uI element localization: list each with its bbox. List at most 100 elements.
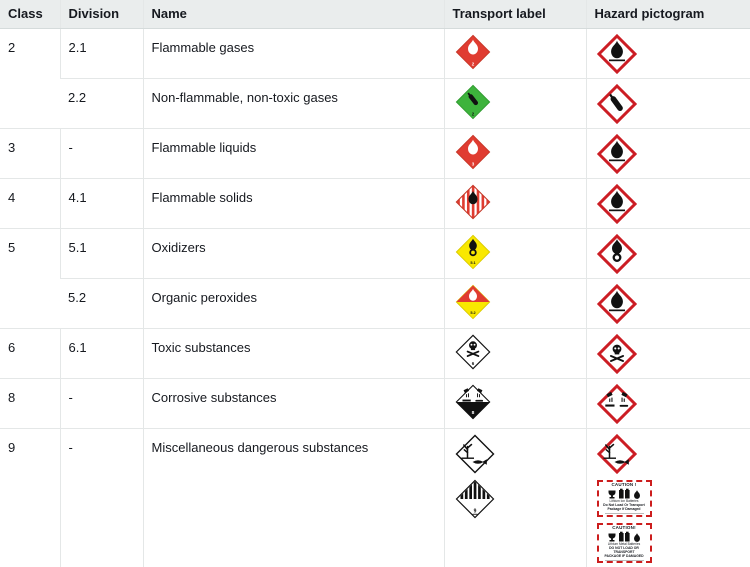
caution-footer-line <box>604 560 644 561</box>
header-row: Class Division Name Transport label Hazard p… <box>0 0 750 29</box>
table-body: 2 2.1 Flammable gases 2 2.2 Non-flammable, no… <box>0 27 750 567</box>
name-cell: Flammable gases <box>142 27 444 78</box>
caution-warning-line1: DO NOT LOAD OR TRANSPORT <box>609 546 639 555</box>
glass-icon <box>608 490 616 499</box>
flammable-liquid-label-icon: 3 <box>455 134 491 170</box>
ghs-skull-crossbones-icon <box>596 333 637 374</box>
division-cell: 2.1 <box>59 27 143 78</box>
transport-label-cell: 5.2 <box>443 277 586 328</box>
table-row: 9- Miscellaneous dangerous substances 9 CAU… <box>0 427 750 567</box>
hazard-pictogram-cell <box>585 177 750 228</box>
column-header-division: Division <box>59 0 143 29</box>
corrosive-label-icon: 8 <box>455 384 491 420</box>
svg-text:2: 2 <box>471 61 474 66</box>
transport-label-cell: 8 <box>443 377 586 428</box>
hazard-pictogram-cell <box>585 127 750 178</box>
division-cell: 5.2 <box>60 277 143 328</box>
transport-label-cell: 2 <box>443 77 586 128</box>
class-cell: 3 <box>0 127 60 178</box>
battery-type-text: Lithium Ion Batteries <box>609 499 639 504</box>
ghs-corrosion-icon <box>596 383 637 424</box>
division-cell: 2.2 <box>60 77 143 128</box>
hazard-pictogram-cell <box>585 227 750 278</box>
division-cell: 4.1 <box>59 177 143 228</box>
table-row: 5 5.1 Oxidizers 5.1 <box>0 227 750 328</box>
svg-text:5.2: 5.2 <box>470 310 475 315</box>
caution-title: CAUTION! <box>612 524 636 530</box>
ghs-environment-icon <box>596 433 637 474</box>
ghs-flame-over-circle-icon <box>596 233 637 274</box>
toxic-label-icon: 6 <box>455 334 491 370</box>
name-cell: Miscellaneous dangerous substances <box>142 427 444 567</box>
svg-text:2: 2 <box>471 111 474 116</box>
transport-label-cell: 9 <box>443 427 586 567</box>
svg-text:4: 4 <box>471 211 474 216</box>
misc-class9-label-icon: 9 <box>455 479 495 519</box>
flame-icon <box>633 533 641 543</box>
hazard-pictogram-cell <box>585 327 750 378</box>
glass-icon <box>608 533 616 542</box>
column-header-hazard-pictogram: Hazard pictogram <box>585 0 750 29</box>
transport-label-cell: 4 <box>443 177 586 228</box>
flammable-gas-label-icon: 2 <box>455 34 491 70</box>
hazard-pictogram-cell <box>585 277 750 328</box>
svg-text:8: 8 <box>471 410 474 416</box>
batteries-icon <box>618 531 631 542</box>
ghs-flame-icon <box>596 183 637 224</box>
table-row: 8- Corrosive substances 8 <box>0 377 750 428</box>
svg-text:6: 6 <box>471 361 474 366</box>
transport-label-cell: 2 <box>443 27 586 78</box>
column-header-name: Name <box>142 0 444 29</box>
name-cell: Oxidizers <box>142 227 444 278</box>
name-cell: Toxic substances <box>142 327 444 378</box>
class-cell: 2 <box>0 27 60 128</box>
organic-peroxide-label-icon: 5.2 <box>455 284 491 320</box>
division-cell: - <box>59 427 143 567</box>
class-cell: 5 <box>0 227 60 328</box>
name-cell: Corrosive substances <box>142 377 444 428</box>
table-row: 6 6.1 Toxic substances 6 <box>0 327 750 378</box>
hazard-pictogram-cell: CAUTION ! Lithium Ion Batteries Do Not Loa… <box>585 427 750 567</box>
table-row: 2.2 Non-flammable, non-toxic gases 2 <box>0 77 750 128</box>
table-row: 2 2.1 Flammable gases 2 <box>0 27 750 128</box>
name-cell: Non-flammable, non-toxic gases <box>142 77 444 128</box>
transport-label-cell: 6 <box>443 327 586 378</box>
caution-footer-line <box>604 513 644 515</box>
class-cell: 9 <box>0 427 60 567</box>
caution-warning-line2: PACKAGE IF DAMAGED <box>604 553 644 558</box>
table-row: 3- Flammable liquids 3 <box>0 127 750 178</box>
division-cell: 6.1 <box>59 327 143 378</box>
column-header-transport-label: Transport label <box>443 0 586 29</box>
transport-label-cell: 3 <box>443 127 586 178</box>
class-cell: 6 <box>0 327 60 378</box>
ghs-gas-cylinder-icon <box>596 83 637 124</box>
column-header-class: Class <box>0 0 60 29</box>
caution-warning-line2: Package If Damaged <box>607 507 641 512</box>
table-row: 4 4.1 Flammable solids 4 <box>0 177 750 228</box>
lithium-metal-caution-label: CAUTION! Lithium Metal Batteries DO NOT LO… <box>596 522 652 563</box>
division-cell: - <box>59 127 143 178</box>
table-row: 5.2 Organic peroxides 5.2 <box>0 277 750 328</box>
hazard-pictogram-cell <box>585 77 750 128</box>
lithium-ion-caution-label: CAUTION ! Lithium Ion Batteries Do Not Loa… <box>596 479 652 517</box>
svg-text:3: 3 <box>471 161 474 166</box>
ghs-flame-icon <box>596 133 637 174</box>
division-cell: 5.1 <box>59 227 143 278</box>
flammable-solid-label-icon: 4 <box>455 184 491 220</box>
class-cell: 8 <box>0 377 60 428</box>
svg-text:9: 9 <box>473 508 476 514</box>
oxidizer-label-icon: 5.1 <box>455 234 491 270</box>
environment-mark-label-icon <box>455 434 495 474</box>
division-cell: - <box>59 377 143 428</box>
caution-title: CAUTION ! <box>611 481 637 487</box>
name-cell: Flammable liquids <box>142 127 444 178</box>
name-cell: Organic peroxides <box>142 277 444 328</box>
flame-icon <box>633 490 641 500</box>
transport-label-cell: 5.1 <box>443 227 586 278</box>
class-cell: 4 <box>0 177 60 228</box>
name-cell: Flammable solids <box>142 177 444 228</box>
hazard-pictogram-cell <box>585 377 750 428</box>
batteries-icon <box>618 488 631 499</box>
